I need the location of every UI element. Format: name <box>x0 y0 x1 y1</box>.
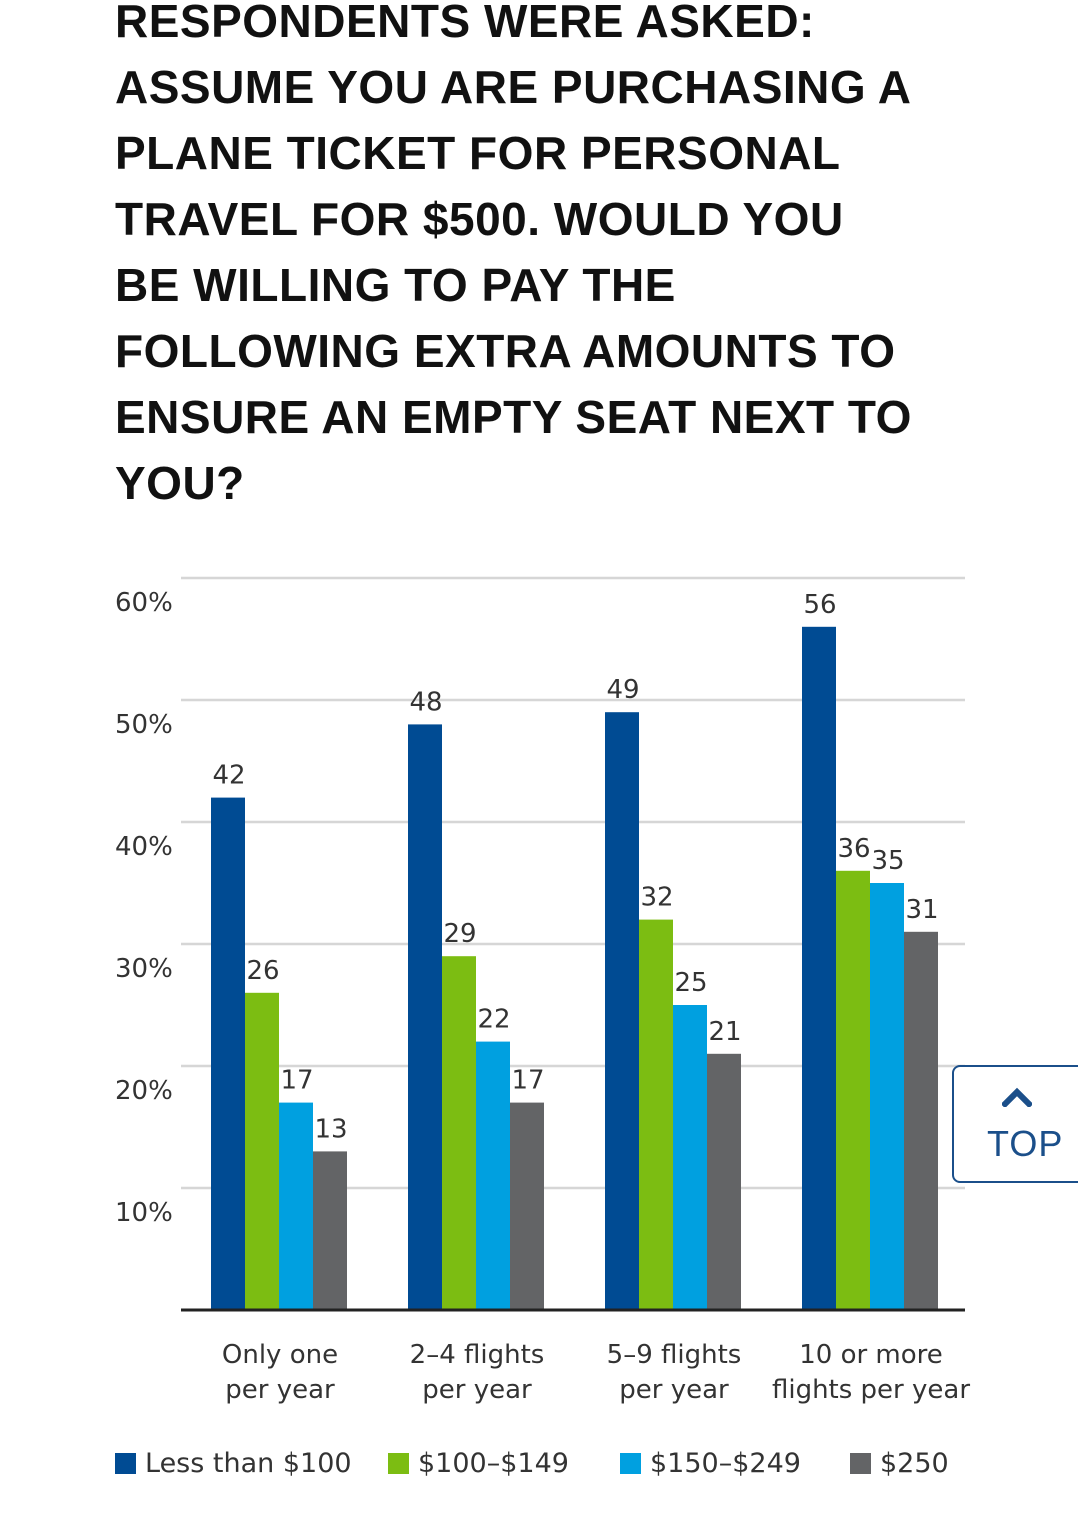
data-label: 21 <box>708 1017 741 1047</box>
bar <box>802 626 836 1310</box>
legend-label: $150–$249 <box>650 1447 801 1479</box>
data-label: 49 <box>606 675 639 705</box>
legend-swatch <box>620 1452 641 1474</box>
data-label: 22 <box>477 1005 510 1035</box>
data-label: 29 <box>443 919 476 949</box>
bar <box>904 931 938 1310</box>
data-label: 17 <box>280 1066 313 1096</box>
data-label: 48 <box>409 687 442 717</box>
legend-item: $150–$249 <box>620 1446 801 1480</box>
x-tick-label: per year <box>422 1375 532 1405</box>
back-to-top-label: TOP <box>987 1123 1064 1164</box>
data-label: 31 <box>905 895 938 925</box>
y-tick-label: 40% <box>115 832 173 862</box>
bar <box>605 712 639 1310</box>
legend-item: $100–$149 <box>388 1446 569 1480</box>
x-tick-label: per year <box>619 1375 729 1405</box>
data-label: 35 <box>871 846 904 876</box>
chart-title: RESPONDENTS WERE ASKED: ASSUME YOU ARE P… <box>115 0 912 509</box>
bar <box>442 956 476 1310</box>
x-tick-label: 10 or more <box>799 1340 943 1370</box>
bar <box>211 797 245 1310</box>
x-tick-label: Only one <box>222 1340 338 1370</box>
data-label: 42 <box>212 761 245 791</box>
bar <box>510 1102 544 1310</box>
legend-label: $100–$149 <box>418 1447 569 1479</box>
bar <box>245 992 279 1310</box>
chevron-up-icon <box>1002 1087 1032 1107</box>
bar <box>836 870 870 1310</box>
data-label: 36 <box>837 834 870 864</box>
x-tick-label: 5–9 flights <box>607 1340 742 1370</box>
data-label: 25 <box>674 968 707 998</box>
legend-label: Less than $100 <box>145 1447 352 1479</box>
data-label: 13 <box>314 1114 347 1144</box>
legend-swatch <box>388 1452 409 1474</box>
legend-swatch <box>850 1452 871 1474</box>
legend-swatch <box>115 1452 136 1474</box>
bar <box>870 883 904 1310</box>
legend-item: Less than $100 <box>115 1446 352 1480</box>
back-to-top-button[interactable]: TOP <box>952 1065 1078 1183</box>
x-tick-label: flights per year <box>772 1375 970 1405</box>
x-tick-label: 2–4 flights <box>410 1340 545 1370</box>
data-label: 56 <box>803 590 836 620</box>
bar <box>707 1053 741 1310</box>
data-label: 17 <box>511 1066 544 1096</box>
data-label: 32 <box>640 883 673 913</box>
bar <box>673 1005 707 1310</box>
data-label: 26 <box>246 956 279 986</box>
y-tick-label: 20% <box>115 1076 173 1106</box>
bar <box>313 1151 347 1310</box>
bar <box>639 919 673 1310</box>
legend-label: $250 <box>880 1447 949 1479</box>
y-tick-label: 60% <box>115 588 173 618</box>
y-tick-label: 10% <box>115 1198 173 1228</box>
bar <box>279 1102 313 1310</box>
y-tick-label: 50% <box>115 710 173 740</box>
bar <box>408 724 442 1310</box>
bar <box>476 1041 510 1310</box>
x-tick-label: per year <box>225 1375 335 1405</box>
y-tick-label: 30% <box>115 954 173 984</box>
legend-item: $250 <box>850 1446 949 1480</box>
